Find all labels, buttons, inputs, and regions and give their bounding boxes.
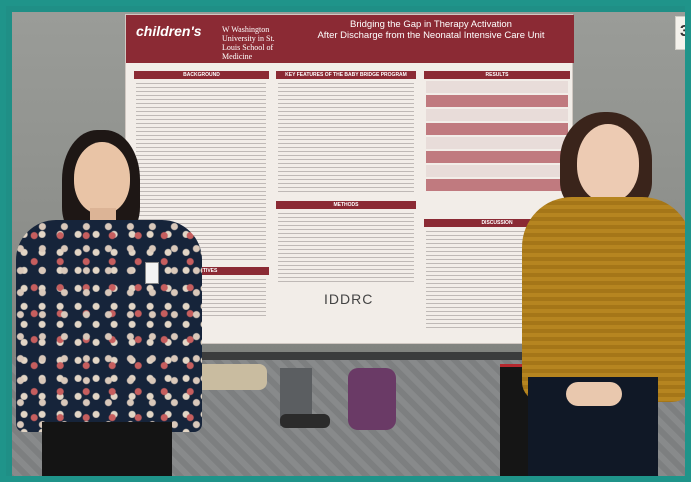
university-logo: W Washington University in St. Louis Sch…	[222, 25, 275, 61]
left-presenter-floral-shirt	[16, 220, 202, 432]
results-row	[426, 137, 568, 149]
right-presenter-face	[577, 124, 639, 202]
section-key-features-header: KEY FEATURES OF THE BABY BRIDGE PROGRAM	[276, 71, 416, 79]
poster-header: children's W Washington University in St…	[126, 15, 574, 63]
results-row	[426, 81, 568, 93]
results-row	[426, 179, 568, 191]
methods-text	[278, 213, 414, 283]
results-row	[426, 95, 568, 107]
key-features-text	[278, 83, 414, 195]
background-shoe	[280, 414, 330, 428]
section-results-header: RESULTS	[424, 71, 570, 79]
poster-title-line2: After Discharge from the Neonatal Intens…	[317, 30, 545, 41]
right-presenter-mustard-sweater	[522, 197, 685, 402]
left-presenter-pants	[42, 422, 172, 476]
section-methods-header: METHODS	[276, 201, 416, 209]
left-presenter-face	[74, 142, 130, 214]
right-presenter-hands	[566, 382, 622, 406]
conference-photo: 30 children's W Washington University in…	[12, 12, 689, 476]
name-badge	[145, 262, 159, 284]
results-table	[426, 81, 568, 191]
childrens-logo: children's	[136, 23, 202, 39]
section-discussion-header: DISCUSSION	[424, 219, 570, 227]
results-row	[426, 109, 568, 121]
section-background-header: BACKGROUND	[134, 71, 269, 79]
booth-number-sign: 30	[675, 16, 689, 50]
results-row	[426, 151, 568, 163]
booth-number: 30	[680, 23, 689, 40]
backpack	[348, 368, 396, 430]
poster-stand	[112, 352, 685, 360]
iddrc-logo: IDDRC	[324, 291, 374, 307]
results-row	[426, 165, 568, 177]
poster-title: Bridging the Gap in Therapy Activation A…	[291, 19, 571, 41]
poster-title-line1: Bridging the Gap in Therapy Activation	[350, 19, 512, 30]
results-row	[426, 123, 568, 135]
